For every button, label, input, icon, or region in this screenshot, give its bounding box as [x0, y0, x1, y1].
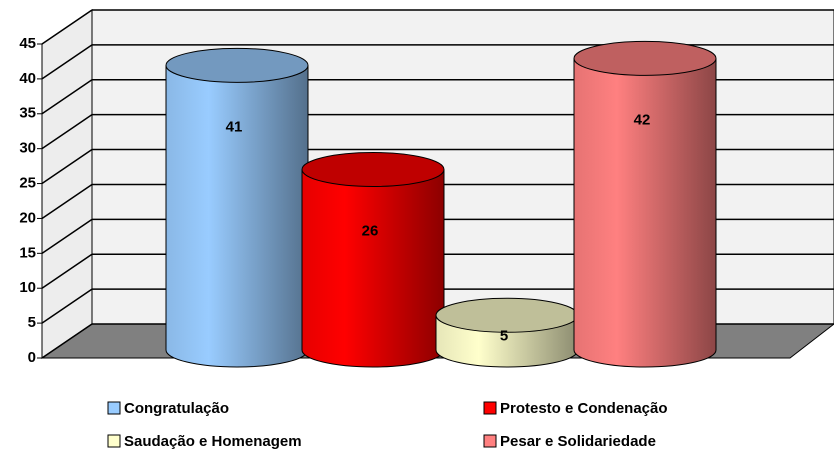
y-tick-label: 30 — [19, 140, 36, 157]
grid-line — [41, 183, 93, 220]
grid-line — [41, 79, 93, 115]
grid-line — [41, 148, 93, 185]
y-tick-label: 10 — [19, 279, 36, 296]
y-tick-label: 25 — [19, 175, 36, 192]
bar — [166, 65, 308, 350]
legend-label: Congratulação — [124, 400, 229, 417]
legend-label: Pesar e Solidariedade — [500, 433, 656, 450]
grid-line — [41, 114, 93, 150]
legend-swatch — [107, 434, 121, 448]
data-label: 26 — [362, 222, 379, 239]
grid-line — [41, 9, 93, 45]
cylinder-top — [165, 47, 309, 83]
grid-line — [41, 44, 93, 80]
y-tick-label: 35 — [19, 105, 36, 122]
legend-label: Protesto e Condenação — [500, 400, 668, 417]
cylinder-top — [301, 151, 445, 187]
grid-line — [41, 323, 93, 359]
y-tick-label: 45 — [19, 35, 36, 52]
data-label: 5 — [500, 328, 508, 345]
legend-swatch — [483, 401, 497, 415]
cylinder-top — [573, 40, 717, 76]
legend-swatch — [107, 401, 121, 415]
y-tick-label: 40 — [19, 70, 36, 87]
data-label: 42 — [634, 111, 651, 128]
grid-line — [41, 288, 93, 324]
bar — [574, 58, 716, 350]
y-tick-label: 15 — [19, 244, 36, 261]
grid-line — [41, 253, 93, 289]
data-label: 41 — [226, 118, 243, 135]
y-tick-label: 20 — [19, 209, 36, 226]
y-tick-label: 5 — [28, 314, 36, 331]
y-tick-label: 0 — [28, 349, 36, 366]
grid-line — [41, 218, 93, 254]
legend-label: Saudação e Homenagem — [124, 433, 302, 450]
bar — [302, 169, 444, 350]
legend-swatch — [483, 434, 497, 448]
